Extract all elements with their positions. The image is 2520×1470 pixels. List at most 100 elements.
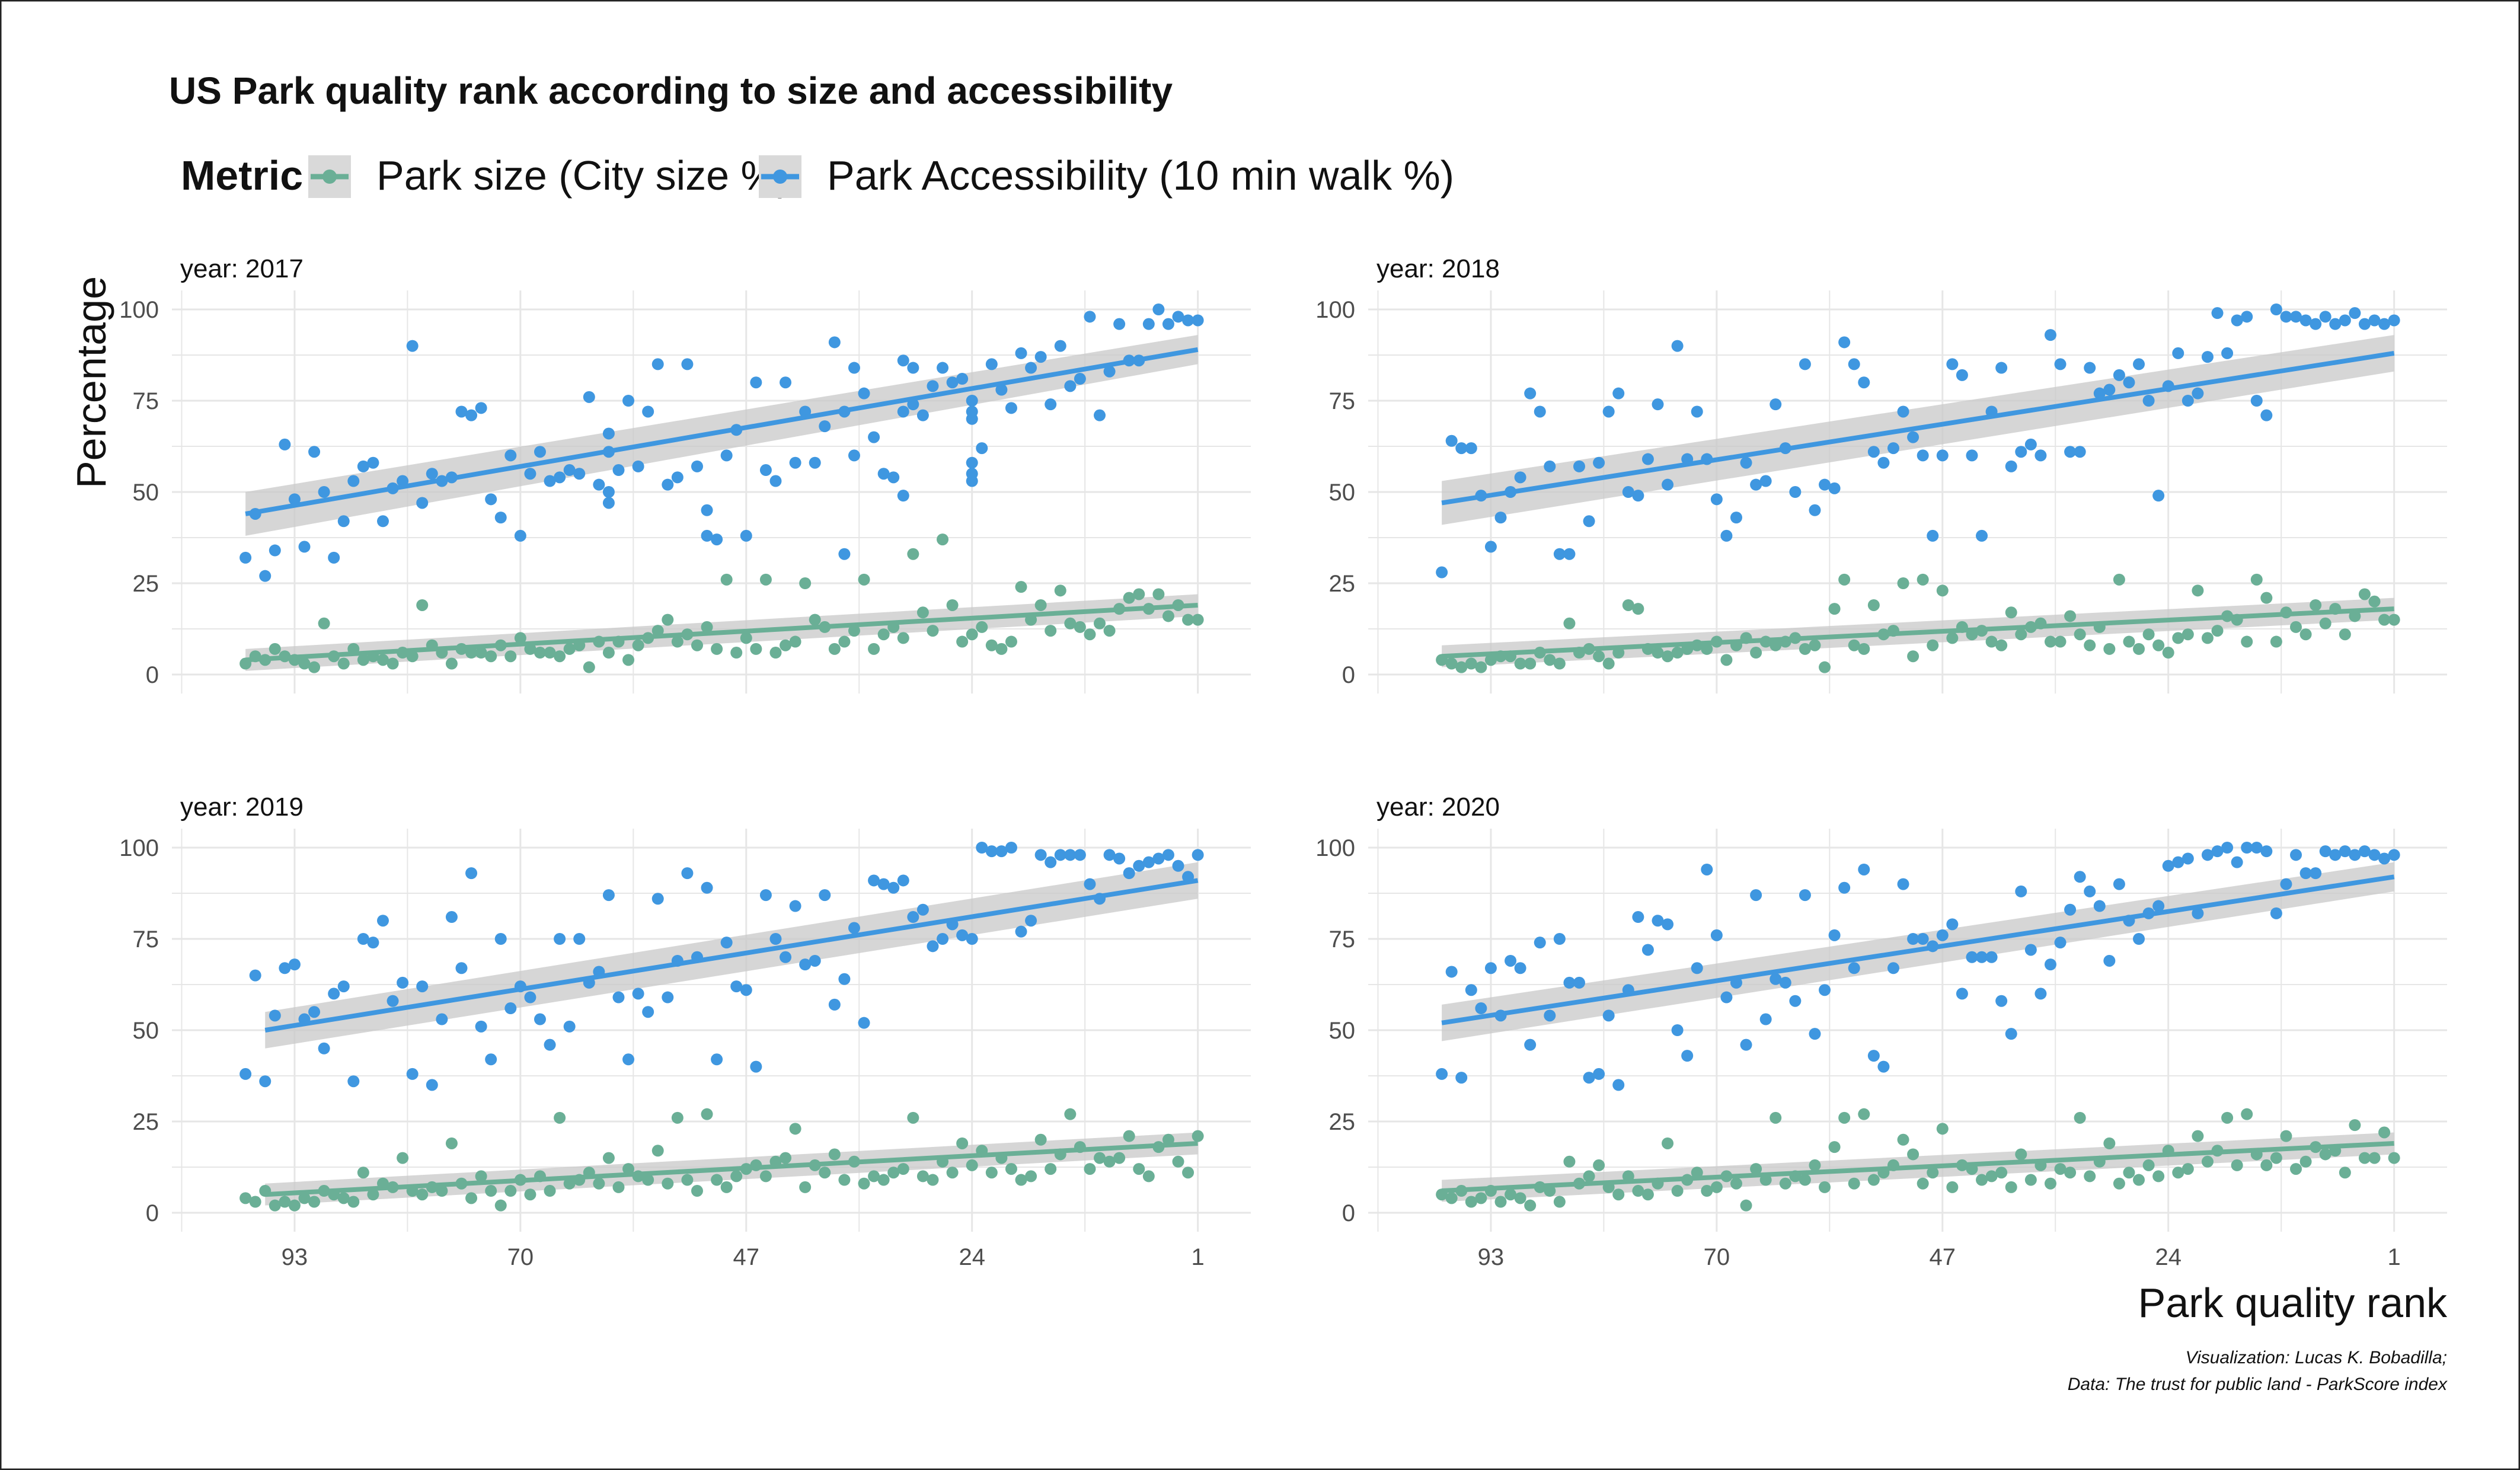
point-park-accessibility bbox=[1759, 475, 1772, 487]
point-park-accessibility bbox=[1465, 442, 1477, 455]
point-park-accessibility bbox=[1505, 954, 1517, 967]
point-park-accessibility bbox=[1887, 962, 1899, 974]
point-park-accessibility bbox=[1750, 478, 1762, 491]
y-axis-label: Percentage bbox=[68, 276, 114, 488]
point-park-accessibility bbox=[406, 340, 419, 352]
point-park-accessibility bbox=[455, 962, 468, 974]
legend-key-dot bbox=[322, 170, 337, 184]
point-park-accessibility bbox=[2241, 842, 2253, 854]
point-park-accessibility bbox=[1720, 529, 1733, 542]
point-park-size bbox=[1455, 661, 1468, 673]
point-park-accessibility bbox=[1015, 347, 1027, 359]
point-park-accessibility bbox=[2368, 849, 2381, 861]
point-park-accessibility bbox=[1710, 929, 1723, 941]
legend-key-park-accessibility bbox=[759, 155, 801, 198]
point-park-accessibility bbox=[337, 980, 350, 993]
point-park-accessibility bbox=[465, 409, 478, 421]
point-park-accessibility bbox=[416, 980, 429, 993]
point-park-accessibility bbox=[1995, 995, 2008, 1007]
point-park-accessibility bbox=[966, 933, 978, 945]
point-park-size bbox=[1524, 657, 1537, 670]
point-park-accessibility bbox=[1946, 918, 1959, 931]
point-park-size bbox=[2299, 1155, 2312, 1168]
point-park-accessibility bbox=[2044, 958, 2056, 971]
point-park-size bbox=[2133, 1174, 2145, 1186]
point-park-accessibility bbox=[799, 958, 812, 971]
point-park-size bbox=[2162, 647, 2174, 659]
point-park-accessibility bbox=[347, 475, 360, 487]
point-park-accessibility bbox=[2329, 318, 2342, 330]
point-park-accessibility bbox=[1662, 478, 1674, 491]
point-park-accessibility bbox=[2290, 311, 2302, 323]
y-tick-label: 0 bbox=[146, 662, 159, 688]
fit-line-park-size bbox=[265, 1140, 1198, 1197]
point-park-accessibility bbox=[632, 460, 644, 472]
point-park-accessibility bbox=[995, 845, 1008, 858]
point-park-size bbox=[691, 639, 703, 651]
point-park-size bbox=[1084, 628, 1096, 641]
point-park-accessibility bbox=[976, 442, 988, 455]
point-park-size bbox=[1985, 1170, 1998, 1183]
point-park-accessibility bbox=[1799, 889, 1811, 902]
point-park-size bbox=[750, 643, 762, 655]
point-park-accessibility bbox=[1484, 962, 1497, 974]
y-tick-label: 0 bbox=[1342, 662, 1355, 688]
point-park-accessibility bbox=[1005, 842, 1017, 854]
point-park-size bbox=[2054, 1163, 2067, 1175]
point-park-size bbox=[337, 657, 350, 670]
point-park-accessibility bbox=[544, 1038, 556, 1051]
point-park-accessibility bbox=[966, 456, 978, 469]
point-park-accessibility bbox=[691, 460, 703, 472]
point-park-accessibility bbox=[2201, 351, 2214, 363]
point-park-size bbox=[937, 533, 949, 546]
point-park-accessibility bbox=[2358, 318, 2371, 330]
point-park-size bbox=[347, 1196, 360, 1208]
point-park-size bbox=[877, 628, 890, 641]
point-park-accessibility bbox=[2319, 311, 2331, 323]
point-park-accessibility bbox=[1652, 398, 1664, 411]
y-tick-label: 50 bbox=[133, 480, 159, 506]
point-park-accessibility bbox=[1455, 442, 1468, 455]
point-park-accessibility bbox=[328, 988, 340, 1000]
x-tick-label: 47 bbox=[733, 1244, 760, 1270]
point-park-size bbox=[465, 1192, 478, 1204]
point-park-accessibility bbox=[298, 541, 311, 553]
point-park-accessibility bbox=[1809, 1028, 1821, 1040]
point-park-accessibility bbox=[1877, 1060, 1890, 1073]
point-park-accessibility bbox=[985, 358, 998, 370]
point-park-size bbox=[2123, 635, 2135, 648]
point-park-size bbox=[367, 1188, 379, 1201]
point-park-size bbox=[2241, 1108, 2253, 1120]
point-park-accessibility bbox=[2201, 849, 2214, 861]
point-park-size bbox=[632, 639, 644, 651]
point-park-accessibility bbox=[1573, 460, 1585, 472]
point-park-size bbox=[1544, 654, 1556, 666]
point-park-size bbox=[1867, 1174, 1880, 1186]
point-park-accessibility bbox=[1828, 929, 1841, 941]
point-park-size bbox=[387, 657, 399, 670]
point-park-size bbox=[730, 1170, 743, 1183]
point-park-accessibility bbox=[612, 991, 625, 1004]
facet-strip-label: year: 2017 bbox=[180, 254, 304, 283]
y-tick-label: 100 bbox=[119, 297, 159, 323]
point-park-accessibility bbox=[1740, 1038, 1752, 1051]
point-park-size bbox=[985, 1167, 998, 1179]
point-park-size bbox=[2270, 1152, 2282, 1164]
point-park-size bbox=[2044, 635, 2056, 648]
point-park-size bbox=[2182, 1163, 2194, 1175]
point-park-size bbox=[858, 1177, 870, 1190]
point-park-size bbox=[1867, 599, 1880, 611]
point-park-accessibility bbox=[2133, 358, 2145, 370]
x-axis-label: Park quality rank bbox=[2138, 1280, 2448, 1326]
point-park-accessibility bbox=[622, 395, 635, 407]
point-park-accessibility bbox=[612, 464, 625, 477]
point-park-accessibility bbox=[1976, 951, 1988, 963]
point-park-size bbox=[2103, 643, 2116, 655]
point-park-accessibility bbox=[1838, 881, 1851, 894]
point-park-accessibility bbox=[1956, 369, 1968, 381]
point-park-size bbox=[2113, 573, 2125, 586]
point-park-accessibility bbox=[475, 1020, 487, 1033]
point-park-accessibility bbox=[838, 973, 851, 985]
point-park-accessibility bbox=[1436, 566, 1448, 579]
